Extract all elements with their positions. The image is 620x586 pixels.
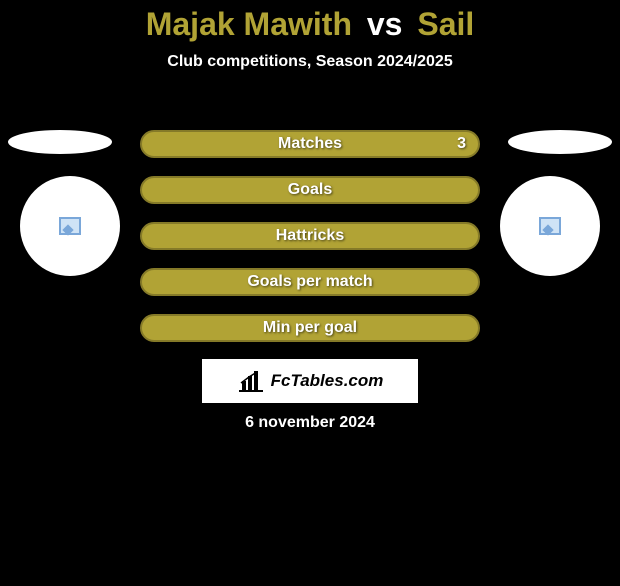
brand-box: FcTables.com xyxy=(202,359,418,403)
stats-rows: Matches3 Goals Hattricks Goals per match Min… xyxy=(140,130,480,342)
stat-row: Goals xyxy=(140,176,480,204)
stat-label: Min per goal xyxy=(184,319,436,337)
bar-chart-icon xyxy=(237,369,265,393)
page-title: Majak Mawith vs Sail xyxy=(0,6,620,43)
title-vs: vs xyxy=(367,6,403,42)
stat-row: Hattricks xyxy=(140,222,480,250)
date-text: 6 november 2024 xyxy=(0,414,620,432)
decor-ellipse-right xyxy=(508,130,612,154)
avatar-placeholder-icon xyxy=(539,217,561,235)
stat-label: Matches xyxy=(184,135,436,153)
stat-label: Hattricks xyxy=(184,227,436,245)
avatar-placeholder-icon xyxy=(59,217,81,235)
avatar-player2 xyxy=(500,176,600,276)
stat-value-right: 3 xyxy=(436,135,466,153)
subtitle: Club competitions, Season 2024/2025 xyxy=(0,53,620,71)
decor-ellipse-left xyxy=(8,130,112,154)
brand-text: FcTables.com xyxy=(271,371,384,391)
avatar-player1 xyxy=(20,176,120,276)
stat-label: Goals per match xyxy=(184,273,436,291)
title-player2: Sail xyxy=(417,6,474,42)
stat-label: Goals xyxy=(184,181,436,199)
stat-row: Min per goal xyxy=(140,314,480,342)
title-player1: Majak Mawith xyxy=(146,6,352,42)
stat-row: Goals per match xyxy=(140,268,480,296)
stat-row: Matches3 xyxy=(140,130,480,158)
